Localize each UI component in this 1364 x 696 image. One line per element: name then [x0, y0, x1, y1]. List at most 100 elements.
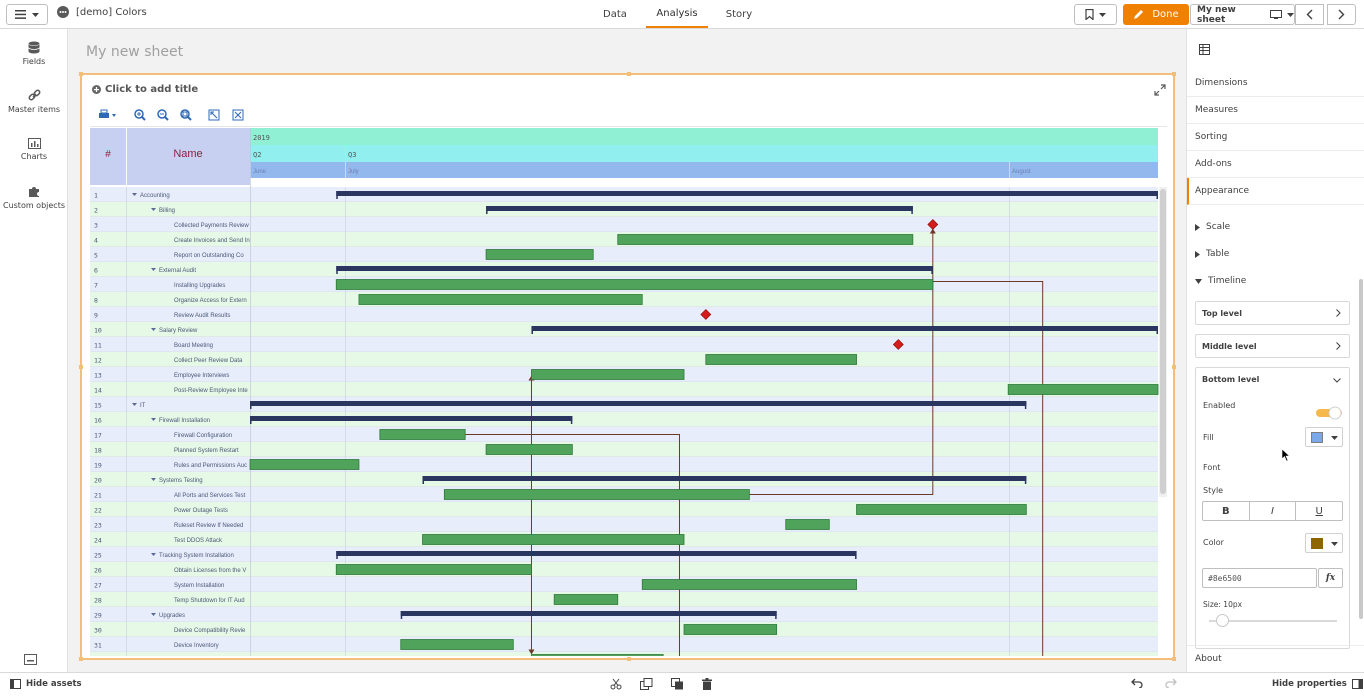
fullscreen-button[interactable] [1154, 84, 1166, 96]
task-bar[interactable] [683, 624, 778, 635]
sheet-selector[interactable]: My new sheet [1190, 4, 1295, 25]
summary-bar[interactable] [336, 266, 933, 271]
table-row[interactable] [90, 217, 250, 232]
size-slider-handle[interactable] [1216, 614, 1229, 627]
underline-button[interactable]: U [1315, 505, 1323, 517]
task-bar[interactable] [785, 519, 830, 530]
table-row[interactable] [90, 637, 250, 652]
charts-button[interactable]: Charts [0, 125, 68, 173]
table-row[interactable] [90, 577, 250, 592]
delete-icon[interactable] [702, 678, 712, 690]
size-slider-track[interactable] [1209, 620, 1337, 622]
table-row[interactable] [90, 262, 250, 277]
collapse-caret-icon[interactable] [151, 418, 156, 421]
next-sheet-button[interactable] [1327, 4, 1356, 25]
table-row[interactable] [90, 457, 250, 472]
section-dimensions[interactable]: Dimensions [1187, 70, 1364, 97]
middle-level-panel[interactable]: Middle level [1195, 334, 1350, 358]
section-about[interactable]: About [1187, 645, 1364, 672]
task-bar[interactable] [641, 579, 857, 590]
table-row[interactable] [90, 652, 250, 656]
resize-handle[interactable] [79, 72, 83, 76]
summary-bar[interactable] [400, 611, 777, 616]
sheet-title[interactable]: My new sheet [86, 44, 184, 60]
add-title[interactable]: Click to add title [92, 84, 198, 95]
table-row[interactable] [90, 382, 250, 397]
task-bar[interactable] [531, 369, 685, 380]
tab-data[interactable]: Data [603, 8, 627, 20]
table-row[interactable] [90, 352, 250, 367]
task-bar[interactable] [358, 294, 643, 305]
table-row[interactable] [90, 472, 250, 487]
table-row[interactable] [90, 337, 250, 352]
assets-toggle[interactable] [24, 654, 37, 665]
zoom-fit-button[interactable] [180, 109, 192, 121]
task-bar[interactable] [249, 459, 360, 470]
summary-bar[interactable] [531, 326, 1158, 331]
table-row[interactable] [90, 517, 250, 532]
task-bar[interactable] [1007, 384, 1159, 395]
undo-icon[interactable] [1131, 678, 1143, 688]
paste-icon[interactable] [671, 678, 684, 690]
print-button[interactable] [98, 109, 118, 121]
enabled-toggle[interactable] [1316, 406, 1344, 420]
copy-icon[interactable] [640, 678, 653, 690]
task-bar[interactable] [335, 279, 934, 290]
properties-scrollbar[interactable] [1359, 279, 1363, 619]
fill-color-picker[interactable] [1305, 427, 1343, 447]
gantt-scrollbar-thumb[interactable] [1160, 189, 1166, 494]
task-bar[interactable] [379, 429, 466, 440]
collapse-caret-icon[interactable] [151, 478, 156, 481]
section-measures[interactable]: Measures [1187, 97, 1364, 124]
table-row[interactable] [90, 502, 250, 517]
collapse-caret-icon[interactable] [132, 403, 137, 406]
table-row[interactable] [90, 292, 250, 307]
redo-icon[interactable] [1165, 678, 1177, 688]
gantt-object[interactable]: Click to add title # Name 2019 Q2 Q3 June July… [79, 72, 1176, 661]
zoom-out-button[interactable] [157, 109, 169, 121]
task-bar[interactable] [485, 444, 573, 455]
table-row[interactable] [90, 187, 250, 202]
resize-handle[interactable] [627, 72, 631, 76]
top-level-panel[interactable]: Top level [1195, 301, 1350, 325]
bold-button[interactable]: B [1203, 502, 1250, 520]
table-row[interactable] [90, 277, 250, 292]
expand-all-button[interactable] [208, 109, 220, 121]
task-bar[interactable] [443, 489, 750, 500]
task-bar[interactable] [485, 249, 594, 260]
resize-handle[interactable] [627, 657, 631, 661]
hide-properties-button[interactable]: Hide properties [1272, 679, 1363, 689]
table-row[interactable] [90, 412, 250, 427]
table-row[interactable] [90, 562, 250, 577]
collapse-all-button[interactable] [232, 109, 244, 121]
color-value-input[interactable]: #8e6500 [1202, 568, 1317, 588]
resize-handle[interactable] [1172, 365, 1176, 369]
collapse-caret-icon[interactable] [132, 193, 137, 196]
hide-assets-button[interactable]: Hide assets [10, 679, 82, 689]
milestone-marker[interactable] [700, 309, 712, 320]
table-row[interactable] [90, 232, 250, 247]
task-bar[interactable] [617, 234, 914, 245]
object-type-button[interactable] [1199, 44, 1210, 55]
tab-story[interactable]: Story [725, 8, 753, 20]
section-sorting[interactable]: Sorting [1187, 124, 1364, 151]
tab-analysis[interactable]: Analysis [646, 0, 708, 28]
table-row[interactable] [90, 607, 250, 622]
table-row[interactable] [90, 487, 250, 502]
task-bar[interactable] [705, 354, 857, 365]
milestone-marker[interactable] [892, 339, 904, 350]
custom-objects-button[interactable]: Custom objects [0, 173, 68, 221]
section-appearance[interactable]: Appearance [1187, 178, 1364, 205]
table-row[interactable] [90, 442, 250, 457]
summary-bar[interactable] [336, 551, 857, 556]
table-row[interactable] [90, 202, 250, 217]
collapse-caret-icon[interactable] [151, 208, 156, 211]
table-row[interactable] [90, 532, 250, 547]
expression-button[interactable]: fx [1318, 568, 1343, 588]
summary-bar[interactable] [250, 401, 1027, 406]
resize-handle[interactable] [79, 365, 83, 369]
collapse-caret-icon[interactable] [151, 553, 156, 556]
task-bar[interactable] [422, 534, 685, 545]
previous-sheet-button[interactable] [1295, 4, 1324, 25]
task-bar[interactable] [335, 564, 532, 575]
